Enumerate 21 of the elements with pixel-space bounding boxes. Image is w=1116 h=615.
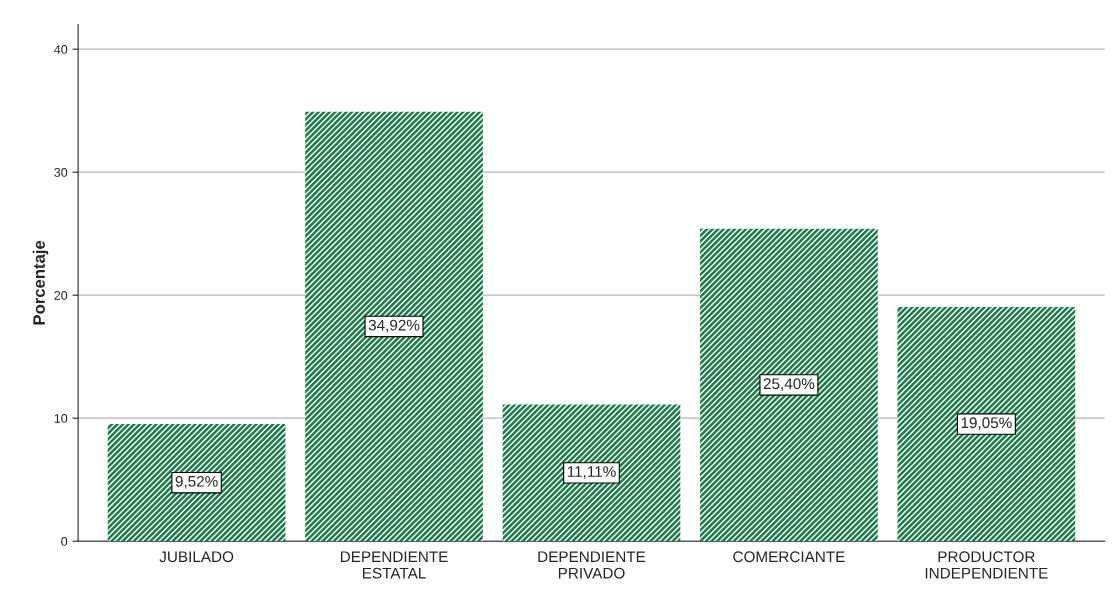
y-tick-label: 30 [54, 168, 68, 177]
x-tick-label: DEPENDIENTE ESTATAL [340, 551, 448, 579]
bar [700, 228, 878, 542]
data-label: 9,52% [175, 475, 218, 489]
x-tick-label: COMERCIANTE [733, 551, 845, 563]
x-tick-label: DEPENDIENTE PRIVADO [538, 551, 646, 579]
bar [305, 111, 483, 542]
data-label: 34,92% [368, 319, 420, 333]
data-label: 25,40% [763, 378, 815, 391]
y-tick-label: 40 [54, 45, 68, 54]
x-tick-label: JUBILADO [159, 551, 234, 563]
bar [107, 424, 286, 542]
bar [897, 306, 1076, 542]
y-axis-title: Porcentaje [32, 240, 49, 325]
data-label: 19,05% [961, 417, 1012, 430]
data-label: 11,11% [567, 466, 616, 479]
bar [502, 404, 681, 542]
y-tick-label: 0 [61, 537, 68, 546]
y-tick-label: 10 [54, 414, 68, 423]
x-tick-label: PRODUCTOR INDEPENDIENTE [925, 551, 1048, 579]
y-tick-label: 20 [54, 291, 68, 300]
